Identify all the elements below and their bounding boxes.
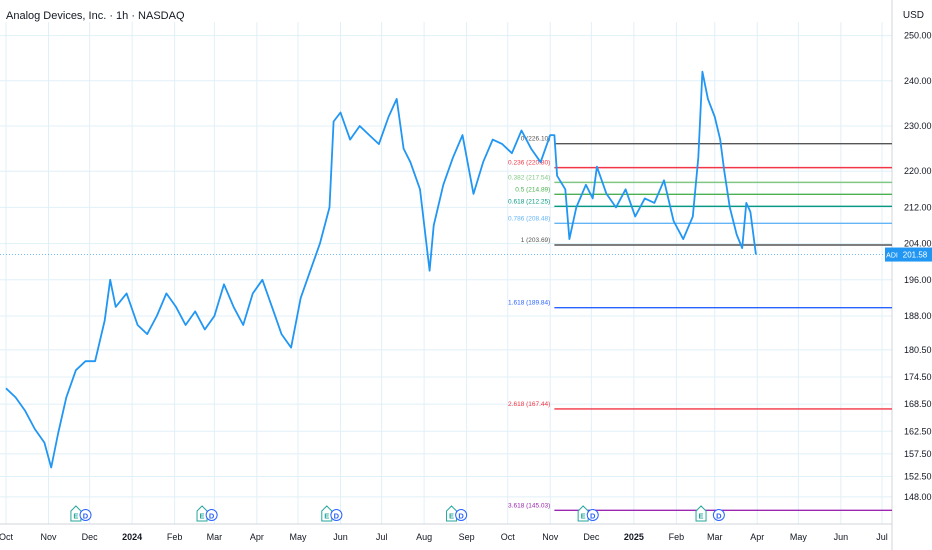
dividend-event-icon[interactable]: D [586,509,599,521]
earnings-event-icon[interactable]: E [70,505,82,522]
currency-label[interactable]: USD [902,10,924,21]
y-tick-label: 230.00 [904,121,932,131]
x-tick-label: Jul [876,532,888,542]
y-tick-label: 188.00 [904,311,932,321]
dividend-event-icon[interactable]: D [79,509,92,521]
svg-text:D: D [716,512,722,521]
last-price-badge [899,247,932,262]
svg-text:D: D [83,512,89,521]
x-tick-label: 2025 [624,532,644,542]
x-tick-label: 2024 [122,532,142,542]
fib-level-label: 0.786 (208.48) [508,215,550,222]
dividend-event-icon[interactable]: D [330,509,343,521]
dividend-event-icon[interactable]: D [455,509,468,521]
svg-text:E: E [699,512,704,521]
fib-level-label: 0 (226.10) [521,136,551,143]
dividend-event-icon[interactable]: D [205,509,218,521]
y-tick-label: 162.50 [904,426,932,436]
svg-text:D: D [590,512,596,521]
price-series-line [5,70,757,469]
x-tick-label: Apr [250,532,264,542]
y-tick-label: 220.00 [904,166,932,176]
svg-text:E: E [200,512,205,521]
x-tick-label: May [790,532,808,542]
y-tick-label: 168.50 [904,399,932,409]
x-tick-label: Sep [459,532,475,542]
y-tick-label: 196.00 [904,275,932,285]
last-price-label: 201.58 [903,251,928,260]
chart-title: Analog Devices, Inc. · 1h · NASDAQ [6,10,185,22]
svg-text:D: D [458,512,464,521]
svg-text:D: D [334,512,340,521]
y-tick-label: 212.00 [904,202,932,212]
fib-level-label: 0.5 (214.89) [515,186,550,193]
earnings-event-icon[interactable]: E [577,505,589,522]
y-tick-label: 148.00 [904,492,932,502]
y-tick-label: 180.50 [904,345,932,355]
earnings-event-icon[interactable]: E [196,505,208,522]
svg-text:E: E [581,512,586,521]
svg-text:E: E [73,512,78,521]
fib-level-label: 1 (203.69) [521,237,551,244]
y-tick-label: 174.50 [904,372,932,382]
x-tick-label: Jun [333,532,348,542]
symbol-badge [885,247,899,262]
x-tick-label: Feb [167,532,183,542]
x-tick-label: Jun [834,532,849,542]
x-tick-label: Jul [376,532,388,542]
fib-level-label: 0.236 (220.80) [508,160,550,167]
x-tick-label: Dec [583,532,600,542]
x-tick-label: May [289,532,307,542]
y-tick-label: 250.00 [904,31,932,41]
x-tick-label: Nov [542,532,559,542]
fib-level-label: 0.618 (212.25) [508,198,550,205]
x-tick-label: Oct [0,532,13,542]
x-tick-label: Mar [207,532,223,542]
fib-level-label: 0.382 (217.54) [508,174,550,181]
fib-level-label: 2.618 (167.44) [508,401,550,408]
x-tick-label: Oct [501,532,516,542]
y-tick-label: 157.50 [904,449,932,459]
svg-text:E: E [449,512,454,521]
earnings-event-icon[interactable]: E [446,505,458,522]
x-tick-label: Feb [669,532,685,542]
symbol-label: ADI [886,253,898,260]
x-tick-label: Nov [40,532,57,542]
dividend-event-icon[interactable]: D [712,509,725,521]
y-tick-label: 240.00 [904,76,932,86]
x-tick-label: Aug [416,532,432,542]
y-tick-label: 204.00 [904,239,932,249]
y-tick-label: 152.50 [904,472,932,482]
svg-text:E: E [324,512,329,521]
x-tick-label: Apr [750,532,764,542]
fib-level-label: 3.618 (145.03) [508,502,550,509]
earnings-event-icon[interactable]: E [321,505,333,522]
fib-level-label: 1.618 (189.84) [508,300,550,307]
x-tick-label: Dec [82,532,99,542]
earnings-event-icon[interactable]: E [695,505,707,522]
x-tick-label: Mar [707,532,723,542]
svg-text:D: D [209,512,215,521]
